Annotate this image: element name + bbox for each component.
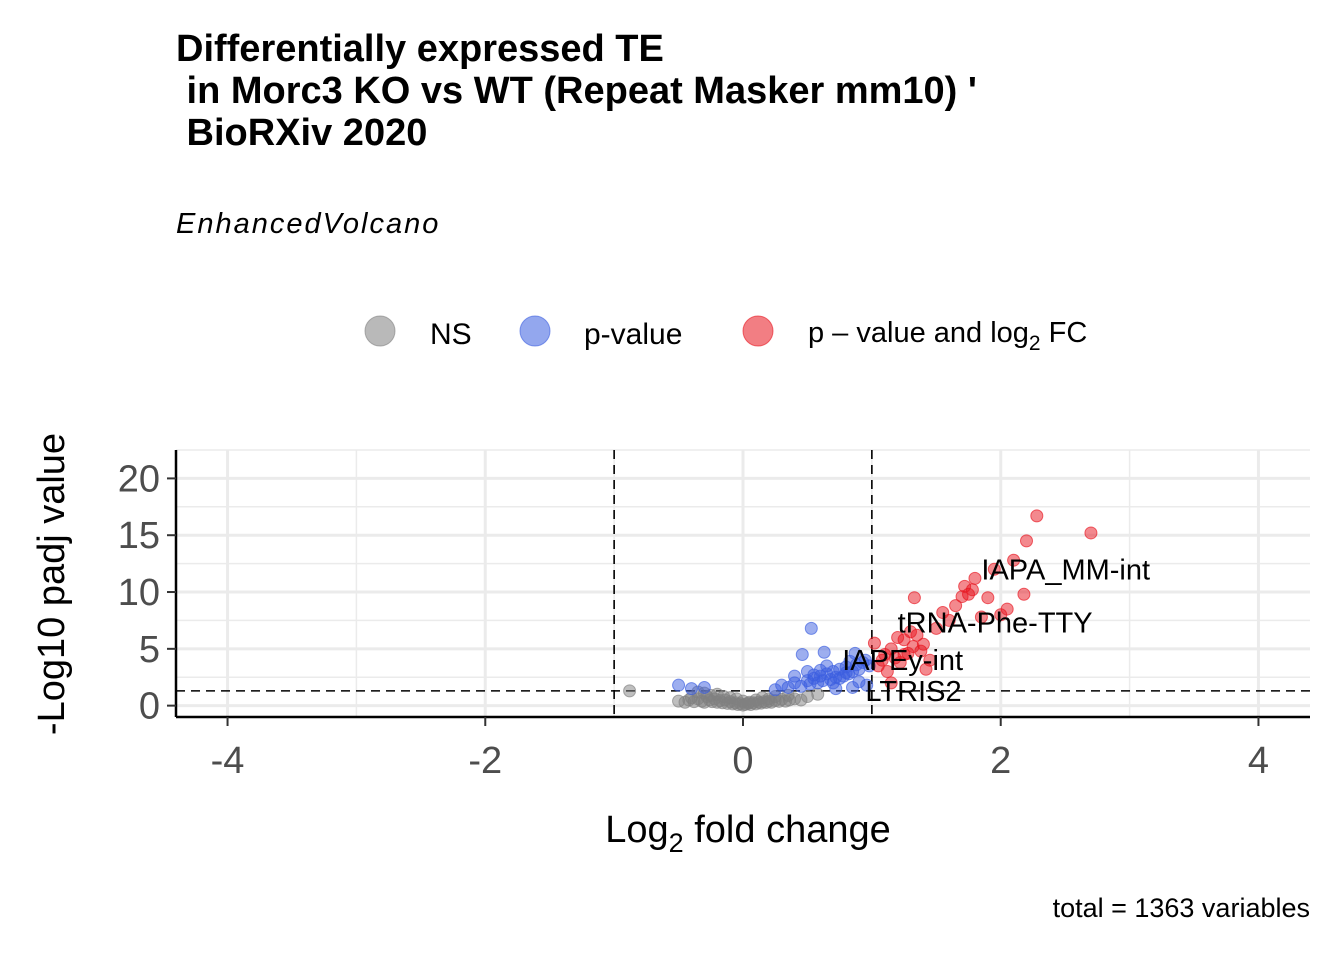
point-both <box>965 583 979 597</box>
point-p <box>672 678 686 692</box>
x-axis-label-sub: 2 <box>669 828 684 858</box>
y-tick-label: 0 <box>139 686 160 728</box>
point-ns <box>742 695 756 709</box>
point-p <box>817 645 831 659</box>
y-tick-label: 5 <box>139 629 160 671</box>
point-ns <box>717 690 731 704</box>
point-p <box>860 678 874 692</box>
point-both <box>867 636 881 650</box>
point-p <box>684 682 698 696</box>
legend-fc-label-main: p – value and log <box>808 317 1029 349</box>
point-both <box>929 621 943 635</box>
data-points <box>623 509 1098 712</box>
point-both <box>916 637 930 651</box>
title-line-3: BioRXiv 2020 <box>176 112 428 154</box>
x-tick-label: 4 <box>1248 740 1269 782</box>
y-tick-label: 10 <box>118 572 160 614</box>
point-both <box>974 610 988 624</box>
legend-p-value-label: p-value <box>584 318 682 351</box>
x-tick-label: -2 <box>468 740 502 782</box>
point-both <box>1084 526 1098 540</box>
point-ns <box>811 687 825 701</box>
point-ns <box>755 691 769 705</box>
x-axis-label-main: Log <box>605 809 668 851</box>
point-both <box>1007 553 1021 567</box>
tick-labels: -4 -2 0 2 4 0 5 10 15 20 <box>118 458 1269 782</box>
legend-p-value-and-fc-label: p – value and log2 FC <box>808 317 1087 355</box>
point-both <box>1020 534 1033 548</box>
legend-ns-marker <box>364 315 396 347</box>
legend-p-value-marker <box>519 315 551 347</box>
point-p <box>697 680 711 694</box>
point-both <box>1017 587 1031 601</box>
point-both <box>910 628 924 642</box>
y-tick-label: 15 <box>118 515 160 557</box>
point-both <box>880 665 894 679</box>
point-p <box>848 646 862 660</box>
title-line-1: Differentially expressed TE <box>176 28 664 70</box>
x-axis-label: Log2 fold change <box>605 809 891 858</box>
cutoff-lines <box>176 450 1310 717</box>
chart-caption: total = 1363 variables <box>1052 893 1310 923</box>
point-both <box>942 613 956 627</box>
x-tick-label: 2 <box>990 740 1011 782</box>
point-p <box>804 621 818 635</box>
point-label: IAPA_MM-int <box>981 554 1150 586</box>
point-label: tRNA-Phe-TTY <box>898 608 1093 640</box>
point-p <box>795 648 809 662</box>
point-ns <box>730 692 744 706</box>
point-label: LTRIS2 <box>865 676 961 708</box>
point-both <box>919 662 933 676</box>
point-ns <box>623 684 637 698</box>
legend: NS p-value p – value and log2 FC <box>364 315 1087 355</box>
chart-subtitle: EnhancedVolcano <box>176 208 441 240</box>
point-both <box>987 562 1001 576</box>
point-p <box>839 666 853 680</box>
point-both <box>1030 509 1044 523</box>
point-both <box>897 648 911 662</box>
title-line-2: in Morc3 KO vs WT (Repeat Masker mm10) ' <box>176 70 977 112</box>
legend-fc-label-rest: FC <box>1041 317 1088 349</box>
x-tick-label: 0 <box>732 740 753 782</box>
y-tick-label: 20 <box>118 458 160 500</box>
legend-ns-label: NS <box>430 318 472 351</box>
point-both <box>968 571 982 585</box>
point-both <box>949 599 963 613</box>
x-tick-label: -4 <box>211 740 245 782</box>
chart-title: Differentially expressed TE in Morc3 KO … <box>176 28 977 154</box>
point-p <box>829 682 843 696</box>
point-label: IAPEy-int <box>842 645 963 677</box>
point-p <box>788 669 802 683</box>
point-both <box>981 591 995 605</box>
y-axis-label: -Log10 padj value <box>31 433 73 735</box>
point-both <box>1000 602 1014 616</box>
legend-p-value-and-fc-marker <box>742 315 774 347</box>
grid <box>176 449 1310 717</box>
x-axis-label-rest: fold change <box>684 809 891 851</box>
legend-fc-label-sub: 2 <box>1029 332 1041 355</box>
point-both <box>907 591 921 605</box>
point-p <box>820 659 834 673</box>
point-both <box>884 676 898 690</box>
